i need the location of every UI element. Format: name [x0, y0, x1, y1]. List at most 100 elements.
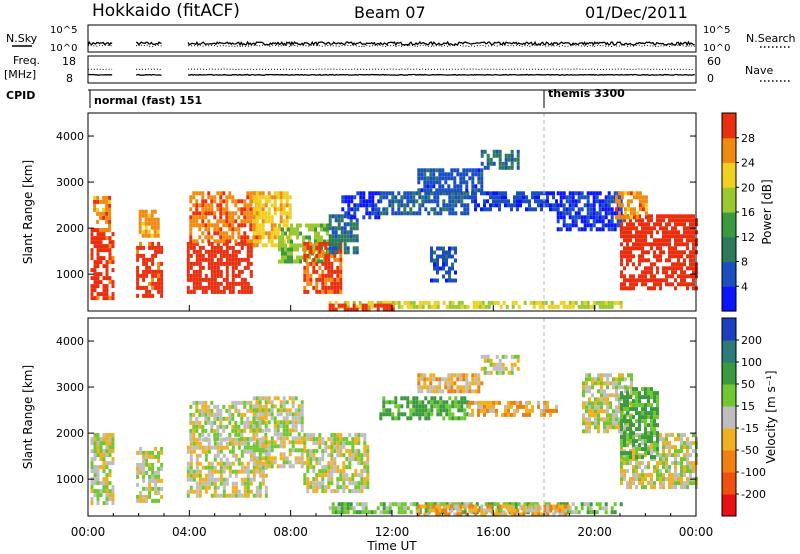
heatmap-cell [451, 416, 455, 421]
heatmap-cell [451, 502, 455, 507]
heatmap-cell [339, 453, 343, 458]
heatmap-cell [309, 261, 313, 266]
heatmap-cell [421, 300, 425, 305]
heatmap-cell [623, 234, 626, 239]
heatmap-cell [255, 404, 259, 409]
heatmap-cell [318, 241, 322, 246]
heatmap-cell [620, 415, 623, 420]
heatmap-cell [154, 245, 158, 250]
heatmap-cell [234, 493, 238, 498]
heatmap-cell [105, 489, 109, 494]
heatmap-cell [650, 415, 653, 420]
heatmap-cell [318, 253, 322, 258]
heatmap-cell [293, 243, 296, 248]
heatmap-cell [632, 473, 635, 478]
heatmap-cell [426, 504, 430, 509]
heatmap-cell [312, 457, 316, 462]
heatmap-cell [284, 251, 287, 256]
heatmap-cell [282, 400, 286, 405]
heatmap-cell [483, 400, 486, 405]
heatmap-cell [420, 172, 424, 177]
heatmap-cell [343, 502, 347, 507]
heatmap-cell [689, 481, 692, 486]
heatmap-cell [423, 373, 427, 378]
heatmap-cell [459, 512, 463, 517]
heatmap-cell [330, 477, 334, 482]
heatmap-cell [617, 199, 621, 204]
heatmap-cell [638, 254, 641, 259]
heatmap-cell [151, 257, 155, 262]
heatmap-cell [612, 409, 615, 414]
heatmap-cell [278, 239, 281, 244]
heatmap-cell [502, 510, 506, 515]
heatmap-cell [534, 207, 537, 212]
heatmap-cell [315, 253, 319, 258]
heatmap-cell [435, 180, 439, 185]
heatmap-cell [93, 473, 97, 478]
heatmap-cell [204, 436, 208, 441]
heatmap-cell [468, 412, 471, 417]
heatmap-cell [662, 218, 665, 223]
heatmap-cell [447, 504, 451, 509]
heatmap-cell [195, 191, 199, 196]
heatmap-cell [365, 203, 369, 208]
heatmap-cell [529, 502, 533, 507]
heatmap-cell [105, 268, 109, 273]
heatmap-cell [243, 281, 247, 286]
heatmap-cell [635, 218, 638, 223]
heatmap-cell [198, 412, 202, 417]
heatmap-cell [331, 246, 335, 251]
heatmap-cell [653, 286, 656, 291]
heatmap-cell [656, 473, 659, 478]
heatmap-cell [632, 457, 635, 462]
heatmap-cell [466, 404, 470, 409]
heatmap-cell [424, 404, 428, 409]
heatmap-cell [571, 510, 575, 515]
heatmap-cell [448, 250, 451, 255]
heatmap-cell [430, 250, 433, 255]
heatmap-cell [507, 408, 510, 413]
heatmap-cell [513, 362, 517, 367]
heatmap-cell [300, 452, 304, 457]
heatmap-cell [630, 389, 633, 394]
heatmap-cell [644, 242, 647, 247]
heatmap-cell [409, 207, 413, 212]
heatmap-cell [394, 416, 398, 421]
heatmap-cell [513, 354, 517, 359]
xtick-label: 00:00 [71, 525, 106, 539]
heatmap-cell [647, 218, 650, 223]
heatmap-cell [213, 465, 217, 470]
heatmap-cell [650, 431, 653, 436]
heatmap-cell [160, 446, 164, 451]
heatmap-cell [273, 235, 277, 240]
heatmap-cell [210, 265, 214, 270]
heatmap-cell [606, 413, 609, 418]
heatmap-cell [477, 400, 480, 405]
heatmap-cell [368, 199, 372, 204]
heatmap-cell [650, 246, 653, 251]
heatmap-cell [148, 293, 152, 298]
heatmap-cell [278, 247, 281, 252]
heatmap-cell [339, 273, 343, 278]
heatmap-cell [558, 504, 562, 509]
heatmap-cell [445, 250, 448, 255]
heatmap-cell [501, 412, 504, 417]
heatmap-cell [522, 199, 525, 204]
heatmap-cell [237, 273, 241, 278]
heatmap-cell [620, 451, 623, 456]
heatmap-cell [686, 449, 689, 454]
heatmap-cell [264, 400, 268, 405]
heatmap-cell [282, 223, 286, 228]
heatmap-cell [258, 441, 262, 446]
heatmap-cell [345, 457, 349, 462]
heatmap-cell [354, 441, 358, 446]
heatmap-cell [240, 245, 244, 250]
heatmap-cell [279, 412, 283, 417]
heatmap-cell [201, 219, 205, 224]
heatmap-cell [374, 207, 378, 212]
heatmap-cell [314, 259, 317, 264]
heatmap-cell [674, 477, 677, 482]
heatmap-cell [620, 407, 623, 412]
heatmap-cell [421, 408, 425, 413]
heatmap-cell [653, 485, 656, 490]
